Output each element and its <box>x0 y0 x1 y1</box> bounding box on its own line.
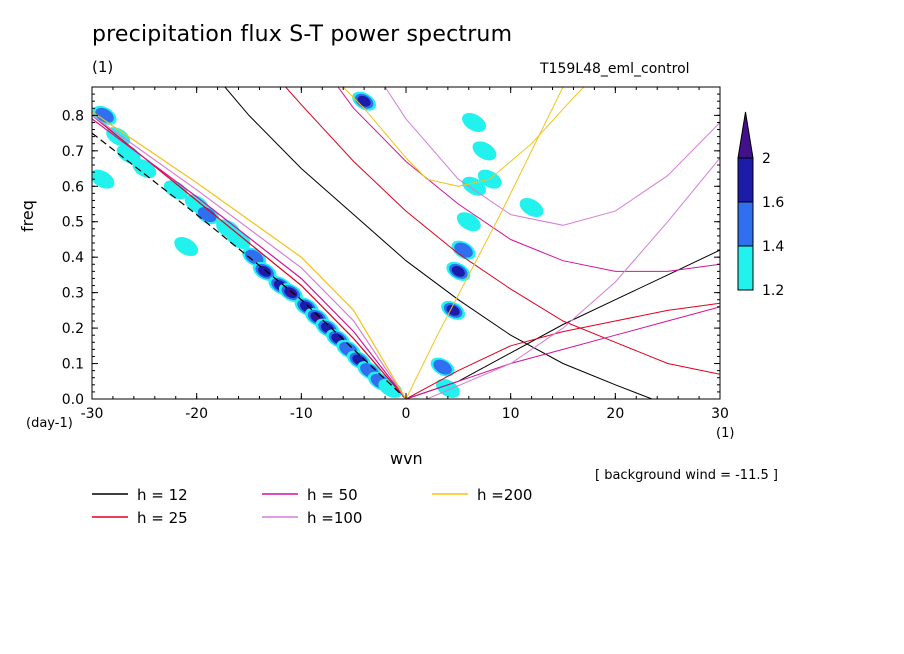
y-tick-label: 0.5 <box>62 215 84 231</box>
colorbar-box-1 <box>737 201 754 247</box>
power-blob-level-3 <box>287 289 295 297</box>
y-tick-label: 0.7 <box>62 144 84 160</box>
y-tick-label: 0.8 <box>62 108 84 124</box>
x-axis-label: wvn <box>390 449 423 468</box>
power-blob-level-1 <box>433 359 452 375</box>
power-blob-outer <box>519 198 544 218</box>
legend-label: h = 12 <box>137 486 188 504</box>
x-tick-label: -20 <box>185 406 208 422</box>
x-tick-label: 10 <box>502 406 520 422</box>
x-tick-label: 20 <box>606 406 624 422</box>
y-tick-label: 0.4 <box>62 250 84 266</box>
dispersion-band-line-0 <box>92 132 407 399</box>
dispersion-curve-4 <box>337 87 720 272</box>
colorbar-label: 1.6 <box>762 195 784 211</box>
dispersion-curve-5 <box>405 306 720 399</box>
dispersion-curve-3 <box>405 302 720 399</box>
power-blob-outer <box>472 141 497 161</box>
dispersion-curve-0 <box>224 87 653 399</box>
dispersion-band-line-1 <box>92 114 407 399</box>
power-blob-outer <box>132 159 157 179</box>
colorbar-label: 2 <box>762 151 771 167</box>
colorbar-label: 1.2 <box>762 283 784 299</box>
run-label: T159L48_eml_control <box>540 61 690 77</box>
x-tick-label: 0 <box>402 406 411 422</box>
dispersion-curve-6 <box>384 87 720 226</box>
x-tick-label: -10 <box>290 406 313 422</box>
y-tick-label: 0.0 <box>62 392 84 408</box>
dispersion-band-line-3 <box>92 114 407 399</box>
colorbar-box-0 <box>737 245 754 291</box>
power-blob-level-2 <box>451 265 465 277</box>
colorbar-label: 1.4 <box>762 239 784 255</box>
legend-label: h = 25 <box>137 509 188 527</box>
legend-label: h =100 <box>307 509 362 527</box>
y-tick-label: 0.3 <box>62 286 84 302</box>
legend-label: h =200 <box>477 486 532 504</box>
plot-area <box>92 87 720 399</box>
power-blob-outer <box>456 212 481 232</box>
power-blob-level-2 <box>258 265 272 277</box>
dispersion-band-line-2 <box>92 118 407 399</box>
x-unit-label: (1) <box>716 426 735 441</box>
dispersion-curve-7 <box>426 157 720 399</box>
units-label: (1) <box>92 58 114 76</box>
y-tick-label: 0.6 <box>62 179 84 195</box>
legend-label: h = 50 <box>307 486 358 504</box>
y-tick-label: 0.1 <box>62 357 84 373</box>
colorbar-arrow <box>737 111 754 159</box>
power-blob-outer <box>174 237 199 257</box>
power-blob-level-1 <box>197 207 217 223</box>
power-blob-level-2 <box>446 304 460 316</box>
power-blob-outer <box>462 112 486 132</box>
x-tick-label: 30 <box>711 406 729 422</box>
dispersion-curve-9 <box>405 87 564 399</box>
colorbar-box-2 <box>737 157 754 203</box>
power-blob-level-1 <box>95 107 114 123</box>
y-tick-label: 0.2 <box>62 321 84 337</box>
power-blob-level-2 <box>357 95 371 107</box>
dispersion-curve-2 <box>285 87 720 375</box>
chart-title: precipitation flux S-T power spectrum <box>92 22 513 47</box>
x-tick-label: -30 <box>81 406 104 422</box>
power-blob-level-1 <box>245 249 264 265</box>
y-unit-label: (day-1) <box>26 416 73 431</box>
dispersion-band-line-4 <box>92 111 407 399</box>
background-wind-note: [ background wind = -11.5 ] <box>595 468 778 483</box>
dispersion-curve-8 <box>342 87 585 187</box>
power-blob-outer <box>92 169 115 189</box>
